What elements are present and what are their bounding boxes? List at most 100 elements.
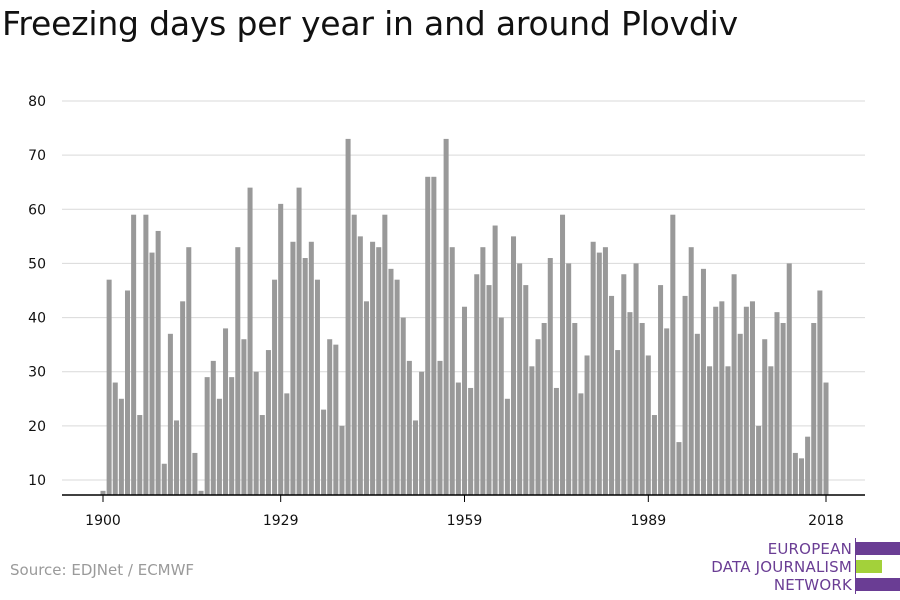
bar-1933 — [302, 258, 308, 495]
y-tick-label-50: 50 — [28, 256, 46, 272]
bar-1912 — [174, 420, 180, 495]
bar-1996 — [688, 247, 694, 495]
bar-1961 — [474, 274, 480, 495]
bar-1943 — [363, 301, 369, 495]
bar-2005 — [743, 306, 749, 495]
bar-1939 — [339, 425, 345, 495]
bar-2001 — [719, 301, 725, 495]
y-tick-label-80: 80 — [28, 94, 46, 110]
logo-divider — [855, 538, 856, 594]
bar-1960 — [468, 387, 474, 495]
bar-1988 — [639, 322, 645, 495]
bar-1945 — [376, 247, 382, 495]
bar-1995 — [682, 295, 688, 495]
bar-1931 — [290, 241, 296, 495]
x-tick-label-2018: 2018 — [808, 513, 844, 529]
bar-1937 — [327, 339, 333, 495]
source-note: Source: EDJNet / ECMWF — [10, 561, 195, 579]
bar-1978 — [578, 393, 584, 495]
bar-2003 — [731, 274, 737, 495]
bar-1908 — [149, 252, 155, 495]
bar-1927 — [265, 350, 271, 495]
bar-1962 — [480, 247, 486, 495]
bar-1949 — [400, 317, 406, 495]
bar-1980 — [590, 241, 596, 495]
bar-1965 — [498, 317, 504, 495]
bar-1976 — [566, 263, 572, 495]
bar-1977 — [572, 322, 578, 495]
logo-line-2: DATA JOURNALISM — [711, 558, 852, 576]
y-tick-label-60: 60 — [28, 202, 46, 218]
bar-1972 — [541, 322, 547, 495]
bar-2018 — [823, 382, 829, 495]
bar-1913 — [180, 301, 186, 495]
bar-2000 — [713, 306, 719, 495]
bar-2009 — [768, 366, 774, 495]
bar-1904 — [124, 290, 131, 495]
bar-1921 — [229, 377, 235, 495]
bar-2012 — [786, 263, 792, 495]
bar-1948 — [394, 279, 400, 495]
bar-1994 — [676, 442, 682, 495]
chart-title: Freezing days per year in and around Plo… — [2, 4, 738, 43]
bar-1982 — [602, 247, 608, 495]
bar-1956 — [443, 138, 449, 495]
bar-1940 — [345, 138, 351, 495]
bar-1915 — [192, 452, 198, 495]
bar-2008 — [762, 339, 768, 495]
y-tick-label-20: 20 — [28, 419, 46, 435]
bar-1917 — [204, 377, 210, 495]
bar-1964 — [492, 225, 498, 495]
bar-2002 — [725, 366, 731, 495]
bar-2013 — [792, 452, 798, 495]
x-tick-label-1959: 1959 — [447, 513, 483, 529]
edjnet-logo: EUROPEAN DATA JOURNALISM NETWORK — [700, 538, 900, 594]
bar-1906 — [137, 415, 143, 495]
logo-line-3: NETWORK — [773, 576, 852, 594]
bar-1938 — [333, 344, 339, 495]
bar-1922 — [235, 247, 241, 495]
bar-1986 — [627, 312, 633, 495]
bar-1901 — [106, 279, 112, 495]
bar-1909 — [155, 230, 161, 495]
bar-1979 — [584, 355, 590, 495]
bar-2015 — [805, 436, 811, 495]
bar-1981 — [596, 252, 602, 495]
bar-1974 — [553, 387, 559, 495]
bar-2016 — [811, 322, 817, 495]
x-tick-label-1929: 1929 — [263, 513, 299, 529]
bar-1997 — [694, 333, 700, 495]
bar-1983 — [609, 295, 615, 495]
bar-1984 — [615, 350, 621, 495]
bar-1916 — [198, 490, 204, 495]
x-tick-label-1900: 1900 — [85, 513, 121, 529]
y-axis: 10 20 30 40 50 60 70 80 — [28, 94, 46, 489]
bar-1920 — [223, 328, 229, 495]
bar-1919 — [216, 398, 222, 495]
bar-1930 — [284, 393, 290, 495]
y-tick-label-10: 10 — [28, 473, 46, 489]
bar-1990 — [651, 415, 657, 495]
bar-2017 — [817, 290, 823, 495]
y-tick-label-40: 40 — [28, 311, 46, 327]
bar-1991 — [658, 285, 664, 495]
bar-2004 — [737, 333, 743, 495]
bar-1966 — [504, 398, 510, 495]
bar-1910 — [161, 463, 167, 495]
bar-1926 — [259, 415, 265, 495]
x-axis: 1900 1929 1959 1989 2018 — [62, 494, 865, 529]
bars — [100, 138, 829, 496]
bar-1963 — [486, 285, 492, 495]
x-tick-label-1989: 1989 — [630, 513, 666, 529]
bar-1923 — [241, 339, 247, 495]
bar-1914 — [186, 247, 192, 495]
bar-1957 — [449, 247, 455, 495]
bar-1953 — [425, 176, 431, 496]
bar-1902 — [112, 382, 118, 495]
bar-1905 — [131, 214, 137, 495]
bar-1958 — [455, 382, 461, 495]
bar-1903 — [118, 398, 124, 495]
bar-1993 — [670, 214, 676, 495]
bar-1985 — [621, 274, 627, 495]
bar-1971 — [535, 339, 541, 495]
